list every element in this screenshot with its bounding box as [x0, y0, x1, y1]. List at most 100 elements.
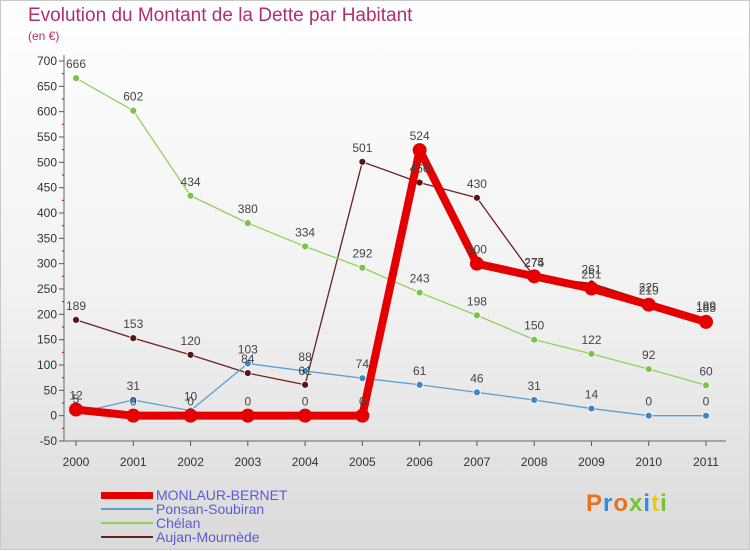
y-tick-label: 50 [44, 383, 58, 397]
data-point [183, 408, 198, 423]
legend-label: MONLAUR-BERNET [156, 487, 288, 503]
brand-letter: P [586, 490, 604, 517]
data-label: 251 [581, 267, 601, 281]
data-label: 198 [467, 294, 487, 308]
data-label: 0 [703, 395, 710, 409]
y-tick-label: 350 [37, 231, 57, 245]
data-point [473, 388, 481, 397]
brand-letter: o [613, 490, 630, 517]
data-point [587, 404, 596, 413]
data-label: 219 [639, 284, 659, 298]
data-point [72, 74, 80, 83]
x-tick-label: 2004 [292, 455, 319, 469]
data-label: 61 [413, 364, 427, 378]
x-tick-label: 2001 [120, 455, 147, 469]
data-label: 185 [696, 301, 716, 315]
data-point [186, 350, 195, 359]
data-point [530, 396, 539, 404]
y-tick-label: 400 [37, 206, 57, 220]
data-point [584, 281, 599, 296]
data-label: 189 [696, 299, 716, 313]
data-label: 10 [184, 390, 198, 404]
data-point [530, 335, 539, 344]
data-point [358, 263, 367, 272]
data-point [355, 408, 370, 423]
y-tick-label: 200 [37, 307, 57, 321]
data-point [641, 297, 656, 312]
chart-title: Evolution du Montant de la Dette par Hab… [28, 5, 413, 26]
data-point [69, 402, 83, 417]
legend-label: Aujan-Mournède [156, 529, 260, 545]
legend-swatch [101, 522, 153, 524]
brand-letter: t [651, 490, 661, 517]
data-label: 243 [410, 272, 430, 286]
data-point [702, 411, 710, 420]
brand-letter: i [643, 490, 652, 517]
y-tick-label: 250 [37, 282, 57, 296]
legend-swatch [101, 491, 153, 499]
data-label: 46 [470, 371, 484, 385]
data-label: 274 [524, 256, 544, 270]
data-point [644, 365, 653, 373]
y-tick-label: 150 [37, 333, 57, 347]
data-label: 92 [642, 348, 656, 362]
legend-label: Ponsan-Soubiran [156, 501, 265, 517]
y-tick-label: 550 [37, 130, 57, 144]
data-point [473, 311, 481, 320]
data-label: 380 [238, 202, 258, 216]
data-point [129, 106, 138, 115]
data-point [358, 157, 367, 166]
data-point [358, 374, 367, 383]
series-line-1 [75, 362, 706, 417]
data-label: 300 [467, 243, 487, 257]
legend-swatch [101, 536, 153, 538]
y-tick-label: 450 [37, 181, 57, 195]
data-point [587, 349, 596, 358]
y-tick-label: 700 [37, 54, 57, 68]
data-label: 120 [181, 334, 201, 348]
data-point [129, 334, 138, 343]
data-point [415, 380, 424, 389]
data-label: 74 [356, 357, 370, 371]
data-label: 602 [123, 90, 143, 104]
x-tick-label: 2006 [406, 455, 433, 469]
data-point [298, 408, 313, 423]
data-point [240, 408, 255, 423]
data-label: 0 [645, 395, 652, 409]
data-point [415, 288, 424, 297]
data-label: 153 [123, 317, 143, 331]
x-tick-label: 2005 [349, 455, 376, 469]
data-label: 5 [73, 392, 80, 406]
data-label: 31 [528, 379, 542, 393]
data-point [699, 314, 713, 329]
data-label: 122 [581, 333, 601, 347]
data-point [473, 193, 481, 202]
data-label: 524 [410, 129, 430, 143]
data-label: 60 [699, 364, 713, 378]
data-label: 0 [302, 395, 309, 409]
x-tick-label: 2003 [234, 455, 261, 469]
data-label: 84 [241, 352, 255, 366]
y-tick-label: 100 [37, 358, 57, 372]
data-point [129, 396, 138, 404]
data-point [243, 219, 252, 228]
data-label: 0 [244, 395, 251, 409]
data-label: 150 [524, 319, 544, 333]
data-label: 88 [298, 350, 312, 364]
x-tick-label: 2008 [521, 455, 548, 469]
legend-swatch [101, 508, 153, 510]
data-label: 12 [69, 389, 83, 403]
chart-subtitle: (en €) [28, 29, 60, 43]
data-point [126, 408, 141, 423]
data-point [412, 143, 427, 158]
data-label: 275 [524, 255, 544, 269]
data-point [702, 381, 710, 390]
y-tick-label: 0 [50, 409, 57, 423]
data-label: 225 [639, 281, 659, 295]
x-tick-label: 2010 [635, 455, 662, 469]
brand-letter: i [660, 490, 668, 517]
data-label: 103 [238, 342, 258, 356]
data-label: 460 [410, 162, 430, 176]
